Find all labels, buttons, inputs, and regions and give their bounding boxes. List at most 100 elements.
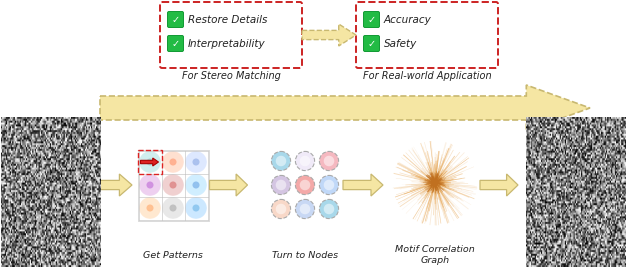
FancyBboxPatch shape [38,156,72,199]
Circle shape [168,157,178,167]
Text: Motif: Motif [531,251,555,259]
Circle shape [142,154,158,170]
FancyBboxPatch shape [138,150,209,221]
Circle shape [145,180,156,190]
Circle shape [193,205,199,211]
Circle shape [187,199,205,217]
Text: Turn to Nodes: Turn to Nodes [272,251,338,259]
Circle shape [171,206,175,210]
Circle shape [186,152,206,172]
Circle shape [276,156,286,166]
Circle shape [146,158,154,166]
Circle shape [193,182,199,188]
Circle shape [189,178,203,192]
Circle shape [192,204,200,212]
Circle shape [164,177,182,194]
Circle shape [163,198,183,218]
Circle shape [188,177,204,193]
Circle shape [168,180,178,190]
Circle shape [189,201,203,215]
Polygon shape [209,174,248,196]
Circle shape [193,205,199,211]
Circle shape [188,200,204,216]
Circle shape [169,158,177,166]
Circle shape [167,156,179,168]
Circle shape [167,202,179,214]
Circle shape [186,175,206,195]
Circle shape [143,201,157,215]
Circle shape [164,153,182,171]
Circle shape [144,179,156,191]
Circle shape [148,206,152,209]
Circle shape [148,160,152,164]
Circle shape [168,180,179,190]
Circle shape [148,184,152,187]
Circle shape [142,200,158,216]
Circle shape [143,178,157,192]
Circle shape [319,199,339,219]
Circle shape [171,183,175,187]
Circle shape [324,156,334,166]
Circle shape [170,182,176,188]
Polygon shape [141,158,159,166]
Polygon shape [302,24,356,46]
Circle shape [142,177,158,193]
Circle shape [186,198,206,218]
Circle shape [319,152,339,171]
Circle shape [192,181,200,189]
Circle shape [147,182,153,188]
Circle shape [147,205,153,211]
Circle shape [170,182,176,188]
Circle shape [144,156,156,168]
Circle shape [167,179,179,191]
Text: For Stereo Matching: For Stereo Matching [182,71,280,81]
Circle shape [148,206,152,210]
Circle shape [194,183,198,187]
Circle shape [191,180,200,190]
Text: ✓: ✓ [367,15,376,25]
Circle shape [143,155,157,169]
Circle shape [194,206,198,210]
Text: ✓: ✓ [172,39,180,49]
FancyBboxPatch shape [364,36,380,51]
Circle shape [141,153,159,171]
Circle shape [190,202,202,214]
Circle shape [141,153,159,171]
Circle shape [271,175,291,194]
Circle shape [172,160,175,163]
FancyBboxPatch shape [168,11,184,27]
Circle shape [145,157,155,167]
Circle shape [300,204,310,214]
Circle shape [165,200,180,216]
Circle shape [163,175,183,195]
Circle shape [170,205,176,211]
Circle shape [191,157,202,168]
Text: Interpretability: Interpretability [188,39,266,49]
Circle shape [164,176,182,194]
Circle shape [164,153,182,171]
Circle shape [187,153,205,171]
Circle shape [530,170,556,196]
Circle shape [296,199,315,219]
Text: For Real-world Application: For Real-world Application [363,71,492,81]
Circle shape [276,180,286,190]
Text: ✓: ✓ [172,15,180,25]
FancyBboxPatch shape [54,172,86,215]
Circle shape [191,180,202,190]
Text: Get Patterns: Get Patterns [143,251,203,259]
Text: Feature Channels: Feature Channels [13,251,97,259]
Circle shape [188,153,205,171]
Circle shape [164,199,182,217]
Circle shape [324,204,334,214]
Circle shape [141,199,159,217]
Polygon shape [100,85,590,131]
FancyBboxPatch shape [49,166,81,209]
FancyBboxPatch shape [160,2,302,68]
Circle shape [148,183,152,187]
Circle shape [165,177,180,193]
Circle shape [165,154,180,170]
Circle shape [148,160,152,163]
Circle shape [169,204,177,212]
Circle shape [140,175,160,195]
Circle shape [144,202,156,214]
